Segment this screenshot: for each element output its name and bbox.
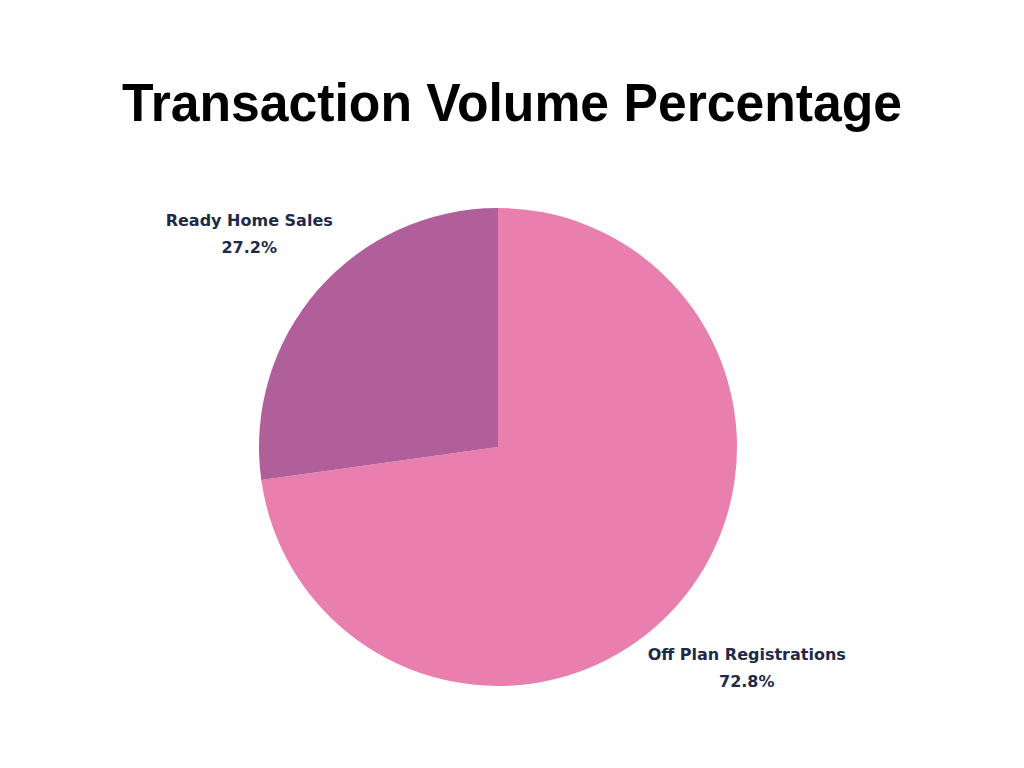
chart-title: Transaction Volume Percentage [122,72,902,132]
slice-label: Ready Home Sales [166,211,333,230]
chart-container: Transaction Volume Percentage Off Plan Re… [0,0,1024,768]
pie-slices [259,208,737,686]
pie-slice [259,208,498,480]
slice-label: Off Plan Registrations [648,645,846,664]
data-labels: Off Plan Registrations 72.8% Ready Home Sa… [166,211,846,690]
slice-value-label: 27.2% [221,238,277,257]
chart-svg: Transaction Volume Percentage Off Plan Re… [0,0,1024,768]
slice-value-label: 72.8% [719,672,775,691]
